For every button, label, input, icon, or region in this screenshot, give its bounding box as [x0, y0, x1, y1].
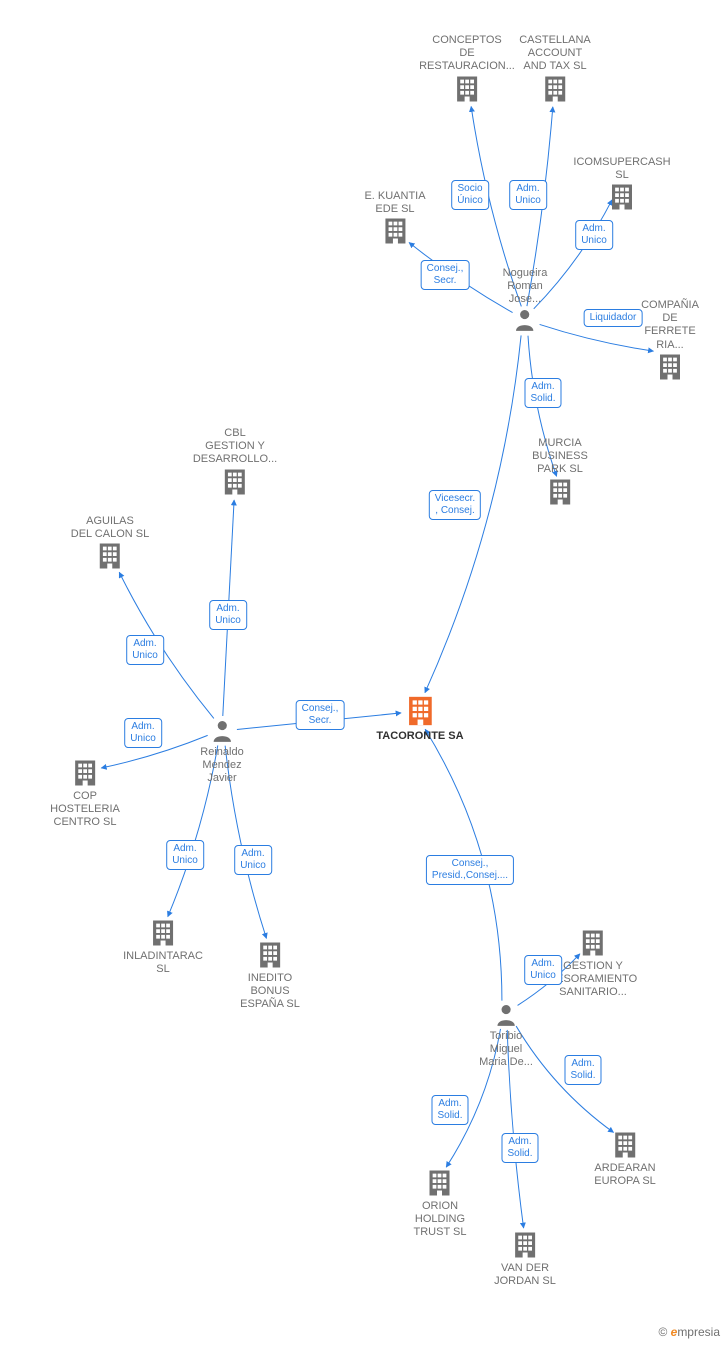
person-icon — [512, 307, 538, 333]
building-icon — [255, 940, 285, 970]
node-icomsupercash[interactable]: ICOMSUPERCASH SL — [569, 156, 675, 214]
building-icon — [70, 758, 100, 788]
copyright-symbol: © — [658, 1325, 667, 1339]
node-reinaldo[interactable]: Reinaldo Mendez Javier — [200, 718, 243, 786]
brand-rest: mpresia — [677, 1325, 720, 1339]
edge-label-toribio-orion[interactable]: Adm. Solid. — [431, 1095, 468, 1125]
building-icon — [610, 1130, 640, 1160]
edge-label-toribio-tacoronte[interactable]: Consej., Presid.,Consej.... — [426, 855, 514, 885]
node-label: TACORONTE SA — [376, 730, 463, 743]
edge-nogueira-ferreteria — [540, 324, 654, 351]
edge-label-toribio-vander[interactable]: Adm. Solid. — [501, 1133, 538, 1163]
edge-label-reinaldo-cbl[interactable]: Adm. Unico — [209, 600, 247, 630]
node-ekuantia[interactable]: E. KUANTIA EDE SL — [364, 190, 425, 248]
node-label: COP HOSTELERIA CENTRO SL — [50, 790, 120, 830]
node-orion[interactable]: ORION HOLDING TRUST SL — [414, 1168, 467, 1240]
node-inladintarac[interactable]: INLADINTARAC SL — [123, 918, 203, 976]
person-icon — [493, 1002, 519, 1028]
building-icon — [380, 216, 410, 246]
edge-label-nogueira-ferreteria[interactable]: Liquidador — [584, 309, 643, 327]
node-nogueira[interactable]: Nogueira Roman Jose... — [503, 267, 548, 335]
edge-label-toribio-gestion[interactable]: Adm. Unico — [524, 955, 562, 985]
building-icon — [148, 918, 178, 948]
building-icon — [540, 74, 570, 104]
node-aguilas[interactable]: AGUILAS DEL CALON SL — [71, 515, 149, 573]
building-icon — [452, 74, 482, 104]
node-label: AGUILAS DEL CALON SL — [71, 515, 149, 541]
node-label: ORION HOLDING TRUST SL — [414, 1200, 467, 1240]
edge-label-toribio-ardearan[interactable]: Adm. Solid. — [564, 1055, 601, 1085]
node-conceptos[interactable]: CONCEPTOS DE RESTAURACION... — [419, 34, 515, 106]
building-icon — [545, 477, 575, 507]
edge-label-nogueira-conceptos[interactable]: Socio Único — [451, 180, 489, 210]
footer-copyright: © empresia — [658, 1325, 720, 1339]
edge-label-reinaldo-inedito[interactable]: Adm. Unico — [234, 845, 272, 875]
building-icon — [425, 1168, 455, 1198]
building-icon — [607, 182, 637, 212]
node-ardearan[interactable]: ARDEARAN EUROPA SL — [594, 1130, 656, 1188]
edge-label-nogueira-murcia[interactable]: Adm. Solid. — [524, 378, 561, 408]
edge-label-nogueira-icomsupercash[interactable]: Adm. Unico — [575, 220, 613, 250]
building-icon — [655, 352, 685, 382]
node-label: CONCEPTOS DE RESTAURACION... — [419, 34, 515, 74]
node-gestion[interactable]: GESTION Y SESORAMIENTO SANITARIO... — [549, 928, 637, 1000]
node-label: COMPAÑIA DE FERRETERIA... — [641, 299, 699, 352]
edge-label-reinaldo-cop[interactable]: Adm. Unico — [124, 718, 162, 748]
node-label: CBL GESTION Y DESARROLLO... — [193, 427, 277, 467]
node-castellana[interactable]: CASTELLANA ACCOUNT AND TAX SL — [519, 34, 591, 106]
node-label: ICOMSUPERCASH SL — [569, 156, 675, 182]
edge-label-nogueira-ekuantia[interactable]: Consej., Secr. — [421, 260, 470, 290]
diagram-canvas: TACORONTE SA Nogueira Roman Jose... Reina… — [0, 0, 728, 1345]
building-icon — [95, 541, 125, 571]
node-label: INEDITO BONUS ESPAÑA SL — [240, 972, 300, 1012]
node-label: INLADINTARAC SL — [123, 950, 203, 976]
edge-label-reinaldo-inladintarac[interactable]: Adm. Unico — [166, 840, 204, 870]
node-label: Reinaldo Mendez Javier — [200, 746, 243, 786]
node-label: Nogueira Roman Jose... — [503, 267, 548, 307]
node-murcia[interactable]: MURCIA BUSINESS PARK SL — [532, 437, 588, 509]
building-icon — [403, 694, 437, 728]
node-tacoronte[interactable]: TACORONTE SA — [376, 694, 463, 743]
building-icon — [220, 467, 250, 497]
node-ferreteria[interactable]: COMPAÑIA DE FERRETERIA... — [641, 299, 699, 384]
node-label: GESTION Y SESORAMIENTO SANITARIO... — [549, 960, 637, 1000]
node-label: VAN DER JORDAN SL — [494, 1262, 556, 1288]
node-label: E. KUANTIA EDE SL — [364, 190, 425, 216]
node-toribio[interactable]: Toribio Miguel Maria De... — [479, 1002, 533, 1070]
node-label: CASTELLANA ACCOUNT AND TAX SL — [519, 34, 591, 74]
node-inedito[interactable]: INEDITO BONUS ESPAÑA SL — [240, 940, 300, 1012]
node-label: ARDEARAN EUROPA SL — [594, 1162, 656, 1188]
node-label: MURCIA BUSINESS PARK SL — [532, 437, 588, 477]
edge-label-nogueira-tacoronte[interactable]: Vicesecr. , Consej. — [429, 490, 481, 520]
node-vander[interactable]: VAN DER JORDAN SL — [494, 1230, 556, 1288]
building-icon — [578, 928, 608, 958]
node-label: Toribio Miguel Maria De... — [479, 1030, 533, 1070]
node-cop[interactable]: COP HOSTELERIA CENTRO SL — [50, 758, 120, 830]
edge-label-reinaldo-tacoronte[interactable]: Consej., Secr. — [296, 700, 345, 730]
edge-label-nogueira-castellana[interactable]: Adm. Unico — [509, 180, 547, 210]
building-icon — [510, 1230, 540, 1260]
node-cbl[interactable]: CBL GESTION Y DESARROLLO... — [193, 427, 277, 499]
person-icon — [209, 718, 235, 744]
edge-label-reinaldo-aguilas[interactable]: Adm. Unico — [126, 635, 164, 665]
